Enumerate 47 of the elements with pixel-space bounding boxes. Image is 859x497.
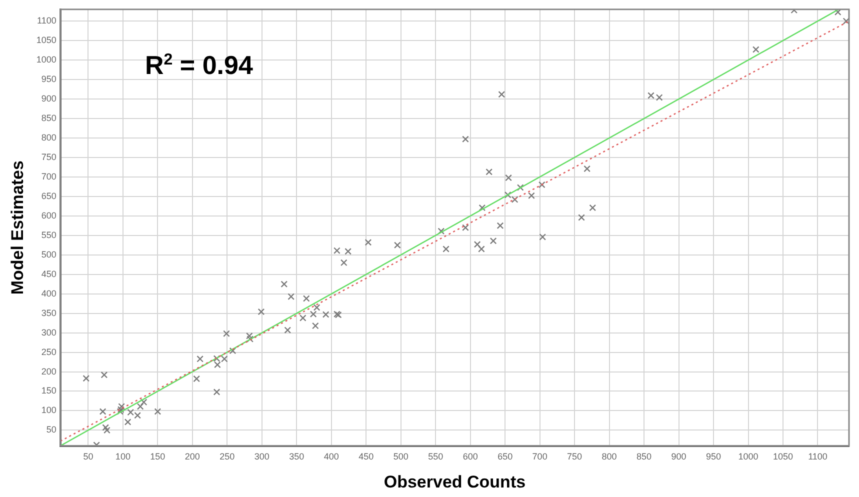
- x-tick-label: 650: [498, 452, 513, 462]
- x-tick-label: 600: [462, 452, 478, 462]
- x-tick-label: 300: [254, 452, 270, 462]
- x-tick-label: 950: [706, 452, 722, 462]
- x-tick-label: 500: [393, 452, 408, 462]
- y-tick-label: 900: [41, 94, 56, 104]
- x-tick-label: 200: [184, 452, 200, 462]
- x-tick-label: 100: [115, 452, 130, 462]
- y-tick-label: 500: [41, 249, 56, 260]
- x-tick-label: 400: [324, 452, 339, 462]
- y-tick-label: 950: [41, 74, 56, 84]
- y-tick-label: 600: [41, 210, 56, 220]
- x-tick-label: 350: [289, 452, 304, 462]
- y-tick-label: 700: [41, 171, 56, 182]
- y-tick-label: 1100: [37, 16, 56, 26]
- y-tick-label: 550: [41, 230, 56, 240]
- y-tick-label: 100: [41, 405, 56, 416]
- y-tick-label: 1000: [36, 54, 56, 65]
- x-tick-label: 50: [83, 452, 94, 462]
- y-tick-label: 850: [41, 112, 56, 123]
- y-tick-label: 750: [41, 152, 56, 162]
- x-tick-label: 550: [428, 452, 444, 462]
- x-tick-label: 150: [150, 452, 166, 462]
- x-tick-label: 850: [636, 452, 652, 462]
- y-tick-label: 650: [41, 190, 56, 201]
- x-tick-label: 750: [567, 452, 582, 462]
- y-tick-label: 450: [41, 268, 56, 279]
- x-tick-label: 1050: [772, 452, 794, 462]
- y-axis-title: Model Estimates: [8, 160, 27, 295]
- x-tick-label: 700: [532, 452, 548, 462]
- x-axis-title: Observed Counts: [384, 472, 526, 492]
- y-tick-label: 400: [41, 288, 56, 298]
- y-tick-label: 200: [41, 366, 56, 376]
- x-tick-label: 450: [358, 452, 374, 462]
- x-tick-label: 800: [602, 452, 617, 462]
- y-tick-label: 50: [46, 424, 56, 435]
- y-tick-label: 1050: [36, 35, 56, 46]
- y-tick-label: 150: [41, 386, 56, 396]
- y-tick-label: 300: [41, 327, 56, 338]
- x-tick-label: 900: [671, 452, 686, 462]
- y-tick-label: 350: [41, 308, 56, 318]
- annotation: R$^{2}$ = 0.94: [145, 50, 253, 81]
- x-tick-label: 1100: [808, 452, 828, 462]
- y-tick-label: 250: [41, 346, 56, 357]
- x-tick-label: 1000: [738, 452, 758, 462]
- y-tick-label: 800: [41, 132, 56, 142]
- x-tick-label: 250: [220, 452, 235, 462]
